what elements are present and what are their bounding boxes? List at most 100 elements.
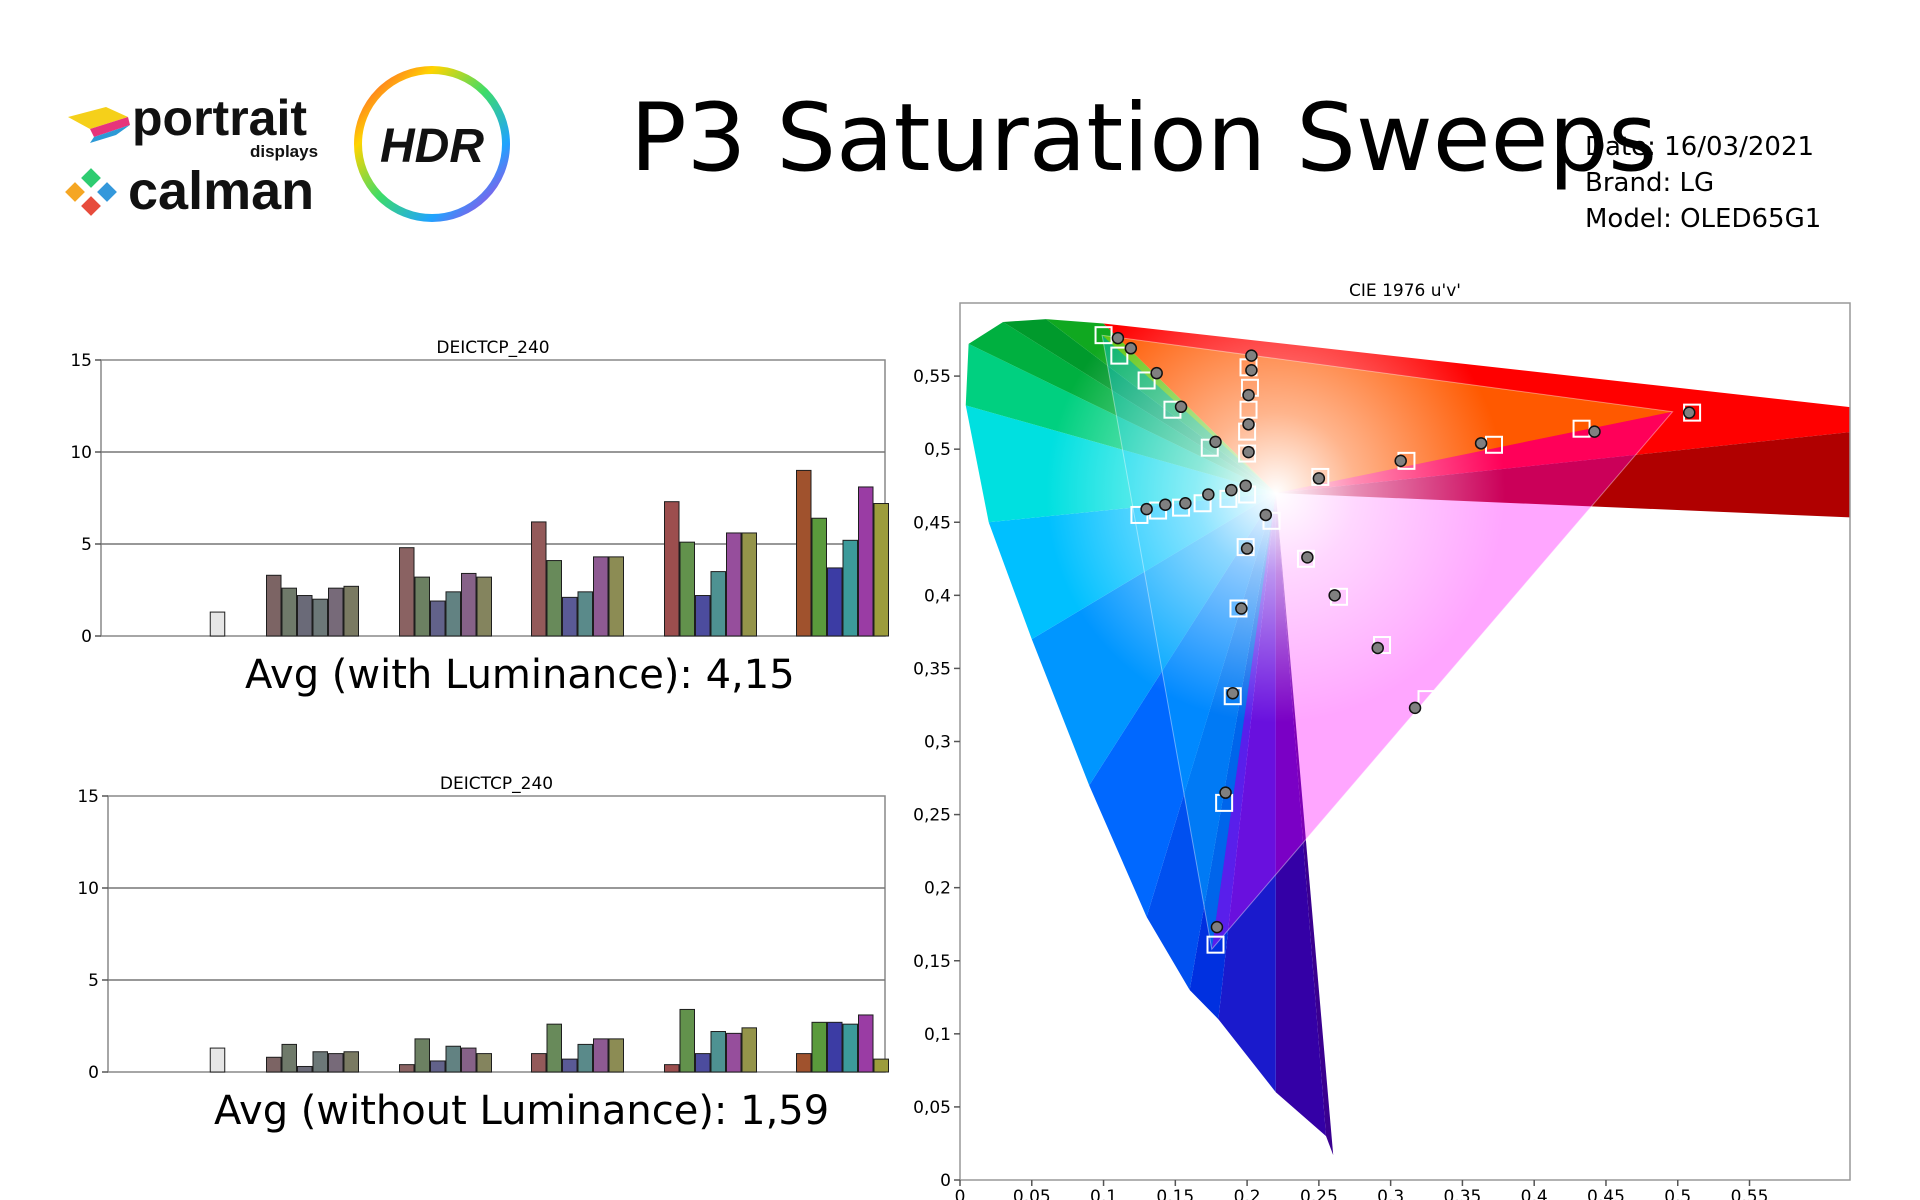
bar [445,591,461,637]
bar [546,1023,562,1073]
cie-y-tick-label: 0,55 [913,367,951,387]
y-tick-label: 10 [70,443,92,463]
calman-mark-2 [81,168,101,188]
page-title: P3 Saturation Sweeps [630,84,1658,193]
target-marker [1311,467,1330,486]
deictcp-bar-chart-without-luminance: DEICTCP_240 0 5 10 15 [77,774,889,1083]
deictcp-bar-chart-with-luminance: DEICTCP_240 0 5 10 15 [70,338,889,647]
bar [593,1038,609,1073]
y-tick-label: 10 [77,879,99,899]
cie-y-tick-label: 0,4 [924,586,951,606]
target-marker [1206,935,1225,954]
target-marker [1239,400,1258,419]
bar [328,587,344,637]
cie-y-tick-label: 0,1 [924,1025,951,1045]
bar [710,1031,726,1073]
bar [562,1058,578,1073]
calman-mark-3 [97,182,117,202]
cie-x-tick-label: 0,55 [1731,1187,1769,1200]
measured-point [1240,542,1254,555]
measured-point [1328,589,1341,602]
bar [399,547,415,637]
target-marker [1238,444,1257,463]
bar [312,1051,328,1073]
measured-point [1209,435,1222,449]
bar [726,1032,742,1073]
bar [399,1064,415,1073]
plot-frame [107,795,886,1073]
cie-y-tick-label: 0,15 [913,952,951,972]
hdr-ring [354,66,510,222]
portrait-displays-logo: portrait displays [68,90,318,161]
y-tick-label: 15 [77,787,99,807]
measured-point [1210,920,1224,934]
cie-x-tick-label: 0 [955,1187,966,1200]
measured-point [1242,445,1255,459]
cie-y-tick-label: 0,05 [913,1098,951,1118]
bar [608,556,624,637]
bar [741,532,757,637]
cie-y-tick-label: 0,25 [913,806,951,826]
y-tick-label: 0 [88,1063,99,1083]
target-marker [1296,549,1315,568]
measured-point [1202,488,1215,501]
bar [476,1053,492,1073]
portrait-logo-mark-blue [90,125,130,143]
bar [726,532,742,637]
bar [873,503,889,637]
bar [328,1053,344,1073]
avg-without-luminance-caption: Avg (without Luminance): 1,59 [214,1088,830,1134]
bar [430,1060,446,1073]
cie-x-tick-label: 0,2 [1234,1187,1261,1200]
calman-mark-1 [65,182,85,202]
measured-point [1371,641,1384,655]
bar [281,587,297,637]
bar [343,585,359,637]
avg-with-luminance-caption: Avg (with Luminance): 4,15 [245,652,795,698]
bar [796,469,812,637]
calman-mark-4 [81,196,101,216]
bar [312,598,328,637]
cie-x-tick-label: 0,4 [1521,1187,1548,1200]
bar [827,567,843,637]
bar [577,1043,593,1073]
bar [343,1051,359,1073]
measured-point [1259,508,1273,522]
target-marker [1137,371,1156,390]
cie-y-tick-label: 0,5 [924,440,951,460]
measured-point [1179,496,1192,510]
cie-x-tick-label: 0,5 [1664,1187,1691,1200]
cie-y-tick-label: 0,35 [913,659,951,679]
bar [664,1064,680,1073]
measured-point [1226,687,1239,700]
chart-title: DEICTCP_240 [436,338,549,358]
bar [679,541,695,637]
bar [741,1027,757,1073]
report-model: Model: OLED65G1 [1585,204,1822,234]
bar [796,1053,812,1073]
bar [695,595,711,637]
chart-title: DEICTCP_240 [440,774,553,794]
bar [664,501,680,637]
bar [531,1053,547,1073]
cie-x-tick-label: 0,05 [1013,1187,1051,1200]
target-marker [1094,326,1113,345]
measured-point [1159,498,1172,511]
cie-y-tick-label: 0,3 [924,733,951,753]
measured-point [1301,551,1314,564]
bar [430,600,446,637]
cie-1976-chart: CIE 1976 u'v' 0 0,05 0,1 0,15 0,2 0,25 0,3 0,35 0… [913,281,1851,1200]
y-tick-label: 15 [70,351,92,371]
locus-wedge [1046,319,1276,494]
bar [531,521,547,637]
cie-x-tick-label: 0,45 [1587,1187,1625,1200]
bar [461,572,477,637]
measured-point [1219,786,1232,799]
portrait-logo-mark-yellow [68,107,128,129]
white-point-glow [1046,303,1506,723]
bar [461,1047,477,1073]
calman-word: calman [128,161,314,221]
bar [679,1008,695,1073]
measured-point [1312,472,1326,485]
cie-x-tick-label: 0,1 [1090,1187,1117,1200]
